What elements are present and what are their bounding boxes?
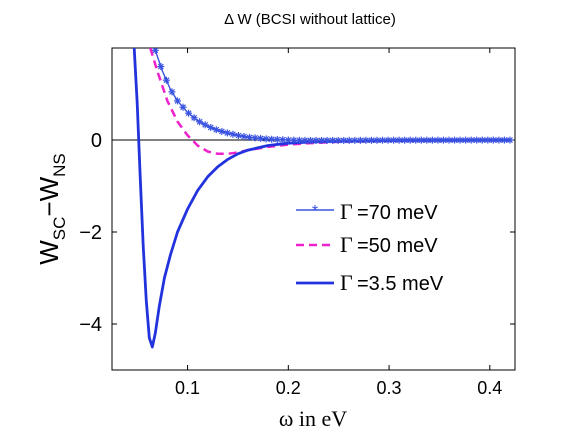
series-marker — [373, 136, 381, 144]
x-tick-label: 0.2 — [276, 378, 301, 398]
series-marker — [284, 136, 292, 144]
legend-entry-50: Γ =50 meV — [296, 232, 438, 257]
series-marker — [196, 118, 204, 126]
series-marker — [162, 76, 170, 84]
series-marker — [367, 136, 375, 144]
series-marker — [323, 136, 331, 144]
series-marker — [478, 136, 486, 144]
series-marker — [223, 129, 231, 137]
legend-symbol-3-5: Γ — [340, 270, 353, 295]
series-marker — [185, 109, 193, 117]
x-tick-label: 0.1 — [175, 378, 200, 398]
series-marker — [434, 136, 442, 144]
series-marker — [268, 135, 276, 143]
legend-entry-70: * Γ =70 meV — [296, 199, 438, 224]
series-marker — [234, 131, 242, 139]
legend-marker-70: * — [312, 203, 318, 220]
series-marker — [362, 136, 370, 144]
series-marker — [273, 135, 281, 143]
series-marker — [351, 136, 359, 144]
series-layer — [112, 48, 515, 349]
series-marker — [506, 136, 514, 144]
y-tick-label: 0 — [91, 130, 102, 152]
legend-symbol-70: Γ — [340, 199, 353, 224]
series-marker — [240, 133, 248, 141]
legend-label-3-5: =3.5 meV — [357, 273, 444, 295]
series-marker — [190, 114, 198, 122]
series-marker — [218, 127, 226, 135]
x-axis-label: ω in eV — [279, 406, 347, 431]
series-marker — [212, 126, 220, 134]
series-marker — [151, 48, 159, 54]
legend: * Γ =70 meV Γ =50 meV Γ =3.5 meV — [289, 186, 500, 302]
series-marker — [229, 130, 237, 138]
chart-title: Δ W (BCSI without lattice) — [224, 11, 396, 28]
series-marker — [201, 121, 209, 129]
x-tick-label: 0.3 — [377, 378, 402, 398]
legend-entry-3-5: Γ =3.5 meV — [296, 270, 444, 295]
x-tick-label: 0.4 — [477, 378, 502, 398]
series-marker — [334, 136, 342, 144]
legend-label-70: =70 meV — [357, 202, 438, 224]
legend-symbol-50: Γ — [340, 232, 353, 257]
legend-label-50: =50 meV — [357, 235, 438, 257]
series-marker — [179, 103, 187, 111]
series-marker — [157, 63, 165, 71]
y-tick-label: −4 — [79, 314, 102, 336]
y-axis-label: WSC−WNS — [34, 153, 69, 265]
tick-labels: 0.1 0.2 0.3 0.4 −4 −2 0 — [79, 130, 502, 398]
series-marker — [168, 88, 176, 96]
y-tick-label: −2 — [79, 222, 102, 244]
series-marker — [246, 133, 254, 141]
series-marker — [173, 97, 181, 105]
series-marker — [207, 123, 215, 131]
series-marker — [401, 136, 409, 144]
